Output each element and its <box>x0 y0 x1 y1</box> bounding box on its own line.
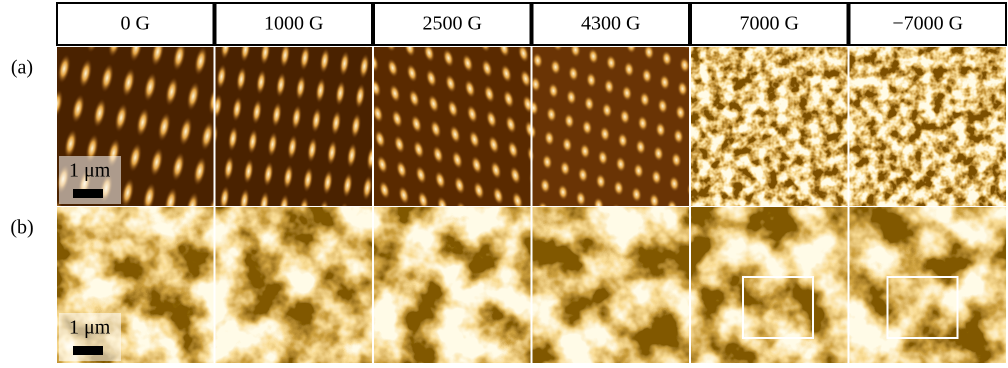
figure: 0 G 1000 G 2500 G 4300 G 7000 G −7000 G (a) 1 μ… <box>0 0 1008 363</box>
afm-image <box>216 207 373 363</box>
column-header: 4300 G <box>581 13 640 35</box>
column-header: 2500 G <box>423 13 482 35</box>
row-label: (b) <box>10 217 33 239</box>
afm-image <box>216 47 373 206</box>
scale-bar <box>73 189 103 198</box>
afm-image <box>691 47 848 206</box>
afm-image <box>533 47 690 206</box>
afm-image <box>533 207 690 363</box>
afm-image <box>691 207 848 363</box>
afm-image <box>374 207 531 363</box>
afm-image <box>374 47 531 206</box>
scale-bar-label: 1 μm <box>69 317 111 339</box>
column-header: −7000 G <box>892 13 963 35</box>
scale-bar-label: 1 μm <box>69 160 111 182</box>
column-header: 7000 G <box>740 13 799 35</box>
column-header: 0 G <box>121 13 150 35</box>
column-header: 1000 G <box>264 13 323 35</box>
row-label: (a) <box>11 57 33 79</box>
afm-image <box>850 47 1007 206</box>
afm-image <box>850 207 1007 363</box>
scale-bar <box>73 346 103 355</box>
